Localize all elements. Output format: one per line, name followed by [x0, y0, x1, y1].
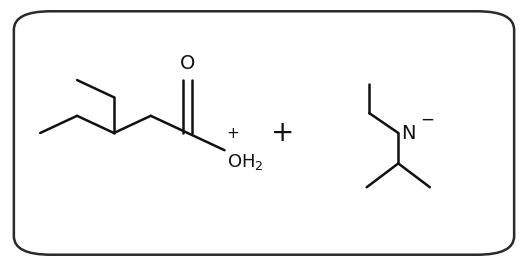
Text: $\mathregular{OH_2}$: $\mathregular{OH_2}$ — [227, 152, 264, 172]
Text: $+$: $+$ — [225, 126, 239, 141]
Text: O: O — [180, 55, 195, 73]
FancyBboxPatch shape — [14, 11, 514, 255]
Text: N: N — [401, 123, 416, 143]
Text: −: − — [420, 110, 434, 128]
Text: +: + — [271, 119, 294, 147]
